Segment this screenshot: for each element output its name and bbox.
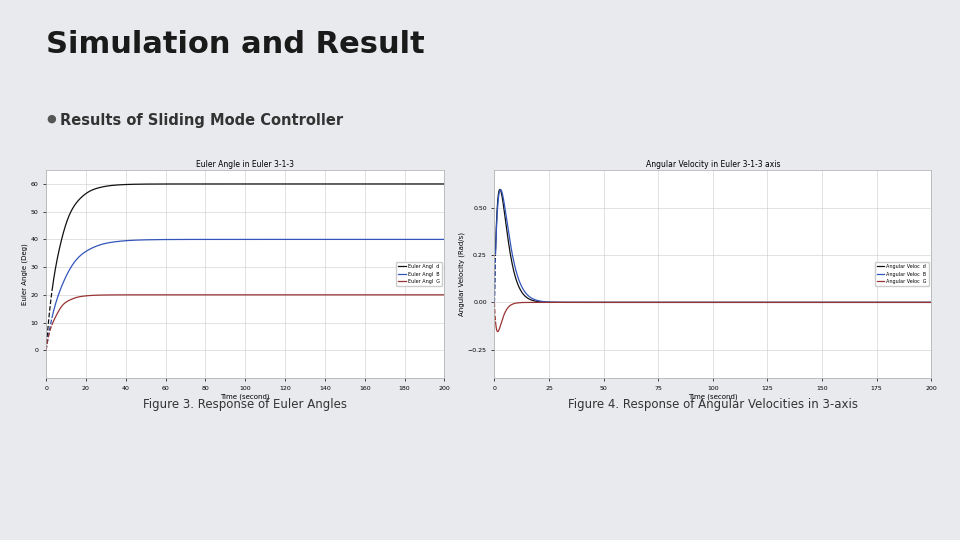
Y-axis label: Euler Angle (Deg): Euler Angle (Deg) xyxy=(21,243,28,305)
Y-axis label: Angular Velocity (Rad/s): Angular Velocity (Rad/s) xyxy=(459,232,465,316)
Title: Euler Angle in Euler 3-1-3: Euler Angle in Euler 3-1-3 xyxy=(196,160,295,170)
Legend: Angular Veloc  d, Angular Veloc  B, Angular Veloc  G: Angular Veloc d, Angular Veloc B, Angula… xyxy=(875,262,928,286)
Text: ●: ● xyxy=(46,113,56,124)
Text: Simulation and Result: Simulation and Result xyxy=(46,30,425,59)
X-axis label: Time (second): Time (second) xyxy=(688,394,737,400)
Legend: Euler Angl  d, Euler Angl  B, Euler Angl  G: Euler Angl d, Euler Angl B, Euler Angl G xyxy=(396,262,442,286)
Text: Figure 3. Response of Euler Angles: Figure 3. Response of Euler Angles xyxy=(143,397,348,411)
X-axis label: Time (second): Time (second) xyxy=(221,394,270,400)
Text: Results of Sliding Mode Controller: Results of Sliding Mode Controller xyxy=(60,113,343,129)
Text: Figure 4. Response of Angular Velocities in 3-axis: Figure 4. Response of Angular Velocities… xyxy=(567,397,858,411)
Title: Angular Velocity in Euler 3-1-3 axis: Angular Velocity in Euler 3-1-3 axis xyxy=(645,160,780,170)
